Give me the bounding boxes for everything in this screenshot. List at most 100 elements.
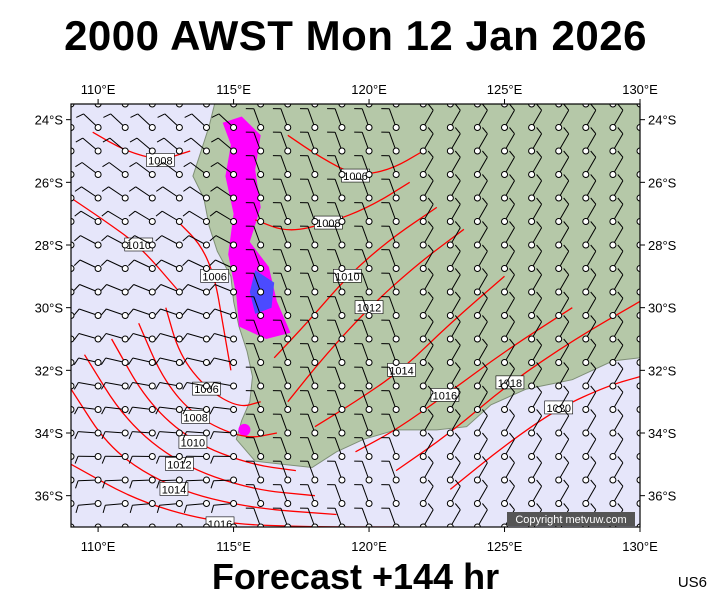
wind-barb-feather (645, 480, 650, 486)
station-circle (257, 476, 265, 484)
wind-barb-feather (182, 406, 188, 415)
station-circle (419, 124, 427, 131)
wind-barb-feather (100, 333, 107, 341)
wind-barb-feather (74, 456, 79, 464)
wind-barb-feather (509, 315, 515, 323)
wind-barb (585, 104, 587, 105)
wind-barb-feather (563, 315, 570, 323)
station-circle (202, 147, 210, 155)
station-circle (392, 312, 400, 319)
station-circle (284, 288, 292, 296)
station-circle (392, 124, 400, 131)
wind-barb-feather (645, 128, 650, 134)
wind-barb-feather (49, 505, 51, 513)
station-circle (175, 124, 183, 131)
wind-barb-feather (49, 530, 51, 538)
lat-tick-label-right: 32°S (648, 363, 677, 378)
station-circle (446, 429, 454, 437)
station-circle (257, 194, 265, 202)
lon-tick-label-bottom: 125°E (487, 539, 523, 554)
station-circle (365, 406, 373, 413)
wind-barb (395, 104, 397, 105)
wind-barb-feather (73, 259, 81, 266)
wind-barb-feather (617, 385, 624, 393)
isobar-line (83, 354, 315, 497)
wind-barb-feather (427, 174, 434, 182)
wind-barb-feather (509, 479, 515, 487)
wind-barb-feather (482, 268, 488, 276)
wind-barb-feather (536, 456, 542, 464)
station-circle (71, 476, 75, 484)
station-circle (148, 335, 156, 343)
isobar-label: 1014 (387, 363, 416, 377)
isobar-line (165, 307, 261, 407)
station-circle (555, 476, 563, 484)
lat-tick-label-left: 30°S (35, 301, 64, 316)
station-circle (365, 171, 373, 178)
wind-barb-feather (182, 210, 190, 217)
station-circle (230, 476, 238, 484)
wind-barb-feather (155, 431, 160, 440)
station-circle (582, 453, 590, 460)
station-circle (555, 241, 563, 249)
wind-barb-feather (482, 338, 488, 346)
station-circle (230, 147, 238, 155)
lon-tick-label-bottom: 130°E (622, 539, 658, 554)
station-circle (230, 104, 238, 108)
lon-tick-label-bottom: 120°E (351, 539, 387, 554)
wind-barb-feather (590, 362, 597, 370)
isobar-value: 1010 (335, 271, 359, 283)
wind-barb-feather (590, 197, 597, 205)
isobar-value: 1018 (498, 378, 522, 390)
wind-barb-feather (482, 221, 488, 229)
wind-barb-feather (536, 385, 542, 393)
station-circle (501, 265, 509, 272)
station-circle (365, 218, 373, 225)
wind-barb-feather (509, 338, 515, 346)
wind-barb-feather (482, 244, 488, 252)
station-circle (528, 241, 536, 249)
isobar-line (71, 197, 180, 293)
wind-barb-feather (645, 504, 650, 510)
station-circle (71, 335, 75, 343)
station-circle (365, 523, 373, 527)
station-circle (230, 288, 238, 296)
station-circle (311, 104, 319, 108)
station-circle (392, 241, 400, 249)
station-circle (230, 218, 238, 225)
station-circle (446, 194, 454, 202)
wind-barb (71, 173, 72, 175)
wind-barb-feather (645, 269, 650, 275)
isobar-value: 1006 (343, 171, 367, 183)
wind-barb-feather (184, 113, 193, 118)
wind-barb-feather (454, 127, 461, 135)
station-circle (446, 476, 454, 484)
station-circle (175, 312, 183, 319)
station-circle (148, 241, 156, 249)
wind-barb-feather (48, 211, 54, 216)
station-circle (257, 359, 265, 366)
station-circle (94, 359, 102, 366)
wind-barb-feather (590, 174, 597, 182)
station-circle (311, 476, 319, 484)
station-circle (365, 147, 373, 155)
wind-barb-feather (209, 308, 216, 316)
station-circle (94, 382, 102, 390)
station-circle (175, 104, 183, 108)
wind-barb-feather (427, 409, 434, 417)
station-circle (501, 312, 509, 319)
station-circle (528, 500, 536, 507)
station-circle (311, 382, 319, 390)
lon-tick-label-top: 110°E (81, 82, 116, 97)
station-circle (446, 171, 454, 178)
station-circle (555, 265, 563, 272)
wind-barb-feather (645, 222, 650, 228)
station-circle (230, 171, 238, 178)
station-circle (582, 265, 590, 272)
wind-barb (57, 90, 71, 104)
wind-barb-feather (537, 81, 542, 87)
wind-barb-feather (427, 503, 434, 511)
station-circle (582, 218, 590, 225)
wind-barb-feather (101, 431, 106, 440)
wind-barb-feather (509, 362, 515, 370)
